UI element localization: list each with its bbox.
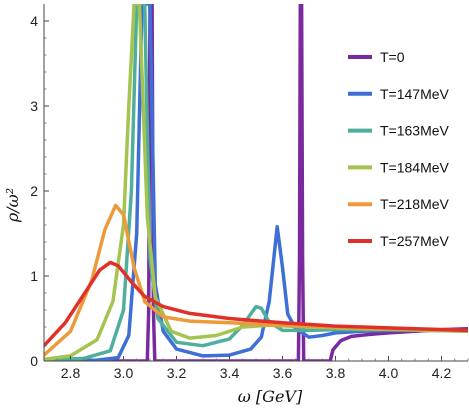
x-axis-label: ω [GeV]	[238, 387, 303, 406]
series-line-5	[44, 260, 468, 348]
legend-label-4: T=218MeV	[380, 196, 450, 212]
x-tick-label: 3.8	[326, 365, 346, 381]
y-tick-label: 1	[30, 268, 38, 284]
x-tick-label: 2.8	[61, 365, 81, 381]
legend-label-2: T=163MeV	[380, 123, 450, 139]
legend: T=0 T=147MeV T=163MeV T=184MeV T=218MeV T=257…	[348, 49, 450, 249]
x-tick-label: 4.0	[379, 365, 399, 381]
legend-label-0: T=0	[380, 49, 405, 65]
x-tick-label: 3.2	[167, 365, 187, 381]
axes-layer: 2.8 3.0 3.2 3.4 3.6 3.8 4.0 4.2 0 1 2 3 4	[30, 4, 469, 381]
legend-label-1: T=147MeV	[380, 86, 450, 102]
y-tick-label: 3	[30, 98, 38, 114]
y-tick-label: 4	[30, 13, 38, 29]
series-line-2	[44, 4, 468, 361]
y-axis-label: ρ/ω²	[3, 188, 22, 223]
series-line-1	[44, 4, 468, 361]
series-layer	[44, 4, 468, 361]
x-tick-label: 4.2	[432, 365, 452, 381]
legend-label-5: T=257MeV	[380, 233, 450, 249]
legend-label-3: T=184MeV	[380, 159, 450, 175]
y-tick-label: 0	[30, 353, 38, 369]
y-tick-label: 2	[30, 183, 38, 199]
x-tick-label: 3.0	[114, 365, 134, 381]
x-tick-label: 3.4	[220, 365, 240, 381]
x-tick-label: 3.6	[273, 365, 293, 381]
series-line-0	[44, 4, 468, 361]
